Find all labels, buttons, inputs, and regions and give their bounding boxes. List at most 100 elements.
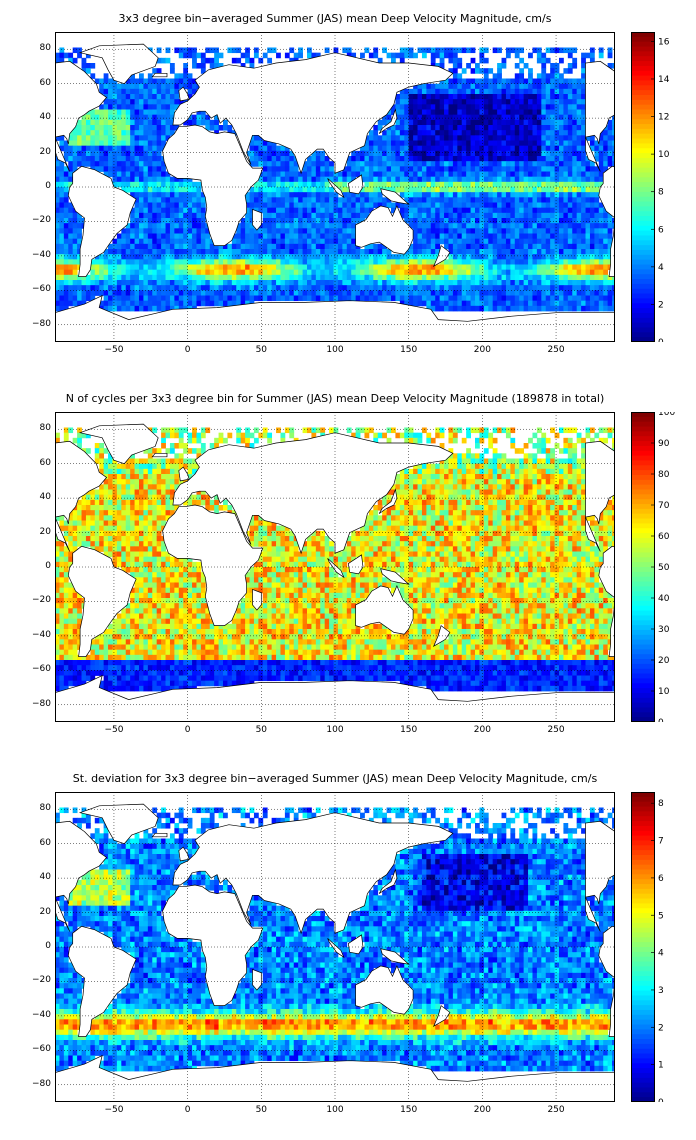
bin-cell <box>501 458 507 465</box>
bin-cell <box>85 285 91 291</box>
bin-cell <box>342 223 348 229</box>
bin-cell <box>466 218 471 224</box>
bin-cell <box>267 176 273 183</box>
bin-cell <box>505 161 511 167</box>
bin-cell <box>421 47 427 54</box>
bin-cell <box>413 202 418 209</box>
bin-cell <box>413 114 418 121</box>
bin-cell <box>483 140 489 147</box>
bin-cell <box>280 166 286 172</box>
bin-cell <box>130 150 135 157</box>
bin-cell <box>408 47 414 54</box>
bin-cell <box>563 104 569 110</box>
bin-cell <box>505 427 511 434</box>
bin-cell <box>470 458 476 465</box>
bin-cell <box>289 264 295 271</box>
bin-cell <box>408 259 414 265</box>
bin-cell <box>554 228 560 234</box>
bin-cell <box>536 223 542 229</box>
bin-cell <box>576 432 582 439</box>
bin-cell <box>572 145 578 152</box>
bin-cell <box>598 161 604 167</box>
bin-cell <box>519 135 525 141</box>
bin-cell <box>262 145 268 152</box>
bin-cell <box>112 83 118 90</box>
bin-cell <box>342 285 348 291</box>
bin-cell <box>200 295 206 302</box>
bin-cell <box>364 249 370 255</box>
bin-cell <box>417 212 423 219</box>
bin-cell <box>99 135 105 141</box>
bin-cell <box>435 228 441 234</box>
bin-cell <box>68 280 74 286</box>
bin-cell <box>519 458 525 465</box>
bin-cell <box>563 458 569 465</box>
bin-cell <box>161 114 166 121</box>
bin-cell <box>466 269 471 276</box>
bin-cell <box>532 212 538 219</box>
bin-cell <box>439 57 445 64</box>
bin-cell <box>426 207 432 214</box>
bin-cell <box>169 427 175 434</box>
bin-cell <box>514 135 520 141</box>
bin-cell <box>315 259 321 265</box>
bin-cell <box>594 228 600 234</box>
bin-cell <box>430 125 436 131</box>
bin-cell <box>430 187 436 193</box>
bin-cell <box>333 171 339 178</box>
bin-cell <box>505 125 511 131</box>
bin-cell <box>399 264 405 271</box>
bin-cell <box>581 285 586 291</box>
bin-cell <box>329 295 334 302</box>
bin-cell <box>550 181 555 188</box>
bin-cell <box>514 228 520 234</box>
bin-cell <box>519 249 525 255</box>
bin-cell <box>302 243 308 250</box>
bin-cell <box>488 233 494 240</box>
bin-cell <box>426 150 432 157</box>
bin-cell <box>430 269 436 276</box>
bin-cell <box>497 427 502 434</box>
bin-cell <box>576 218 582 224</box>
bin-cell <box>466 78 471 85</box>
bin-cell <box>523 114 529 121</box>
bin-cell <box>492 47 498 54</box>
bin-cell <box>444 202 449 209</box>
bin-cell <box>426 114 432 121</box>
bin-cell <box>510 197 516 203</box>
bin-cell <box>483 145 489 152</box>
bin-cell <box>315 176 321 183</box>
bin-cell <box>351 233 357 240</box>
bin-cell <box>554 135 560 141</box>
bin-cell <box>532 150 538 157</box>
bin-cell <box>594 171 600 178</box>
bin-cell <box>519 47 525 54</box>
bin-cell <box>276 264 281 271</box>
bin-cell <box>386 295 392 302</box>
bin-cell <box>479 254 485 260</box>
bin-cell <box>165 228 171 234</box>
bin-cell <box>576 83 582 90</box>
bin-cell <box>585 187 591 193</box>
bin-cell <box>324 233 330 240</box>
bin-cell <box>280 233 286 240</box>
bin-cell <box>355 280 361 286</box>
bin-cell <box>519 83 525 90</box>
bin-cell <box>134 264 140 271</box>
bin-cell <box>435 109 441 116</box>
bin-cell <box>408 130 414 136</box>
bin-cell <box>85 156 91 162</box>
bin-cell <box>298 187 303 193</box>
bin-cell <box>541 202 547 209</box>
bin-cell <box>125 156 131 162</box>
bin-cell <box>391 295 396 302</box>
bin-cell <box>505 218 511 224</box>
bin-cell <box>245 192 250 198</box>
bin-cell <box>183 243 189 250</box>
bin-cell <box>63 156 69 162</box>
bin-cell <box>174 187 180 193</box>
bin-cell <box>85 109 91 116</box>
bin-cell <box>439 458 445 465</box>
bin-cell <box>603 280 609 286</box>
bin-cell <box>501 249 507 255</box>
